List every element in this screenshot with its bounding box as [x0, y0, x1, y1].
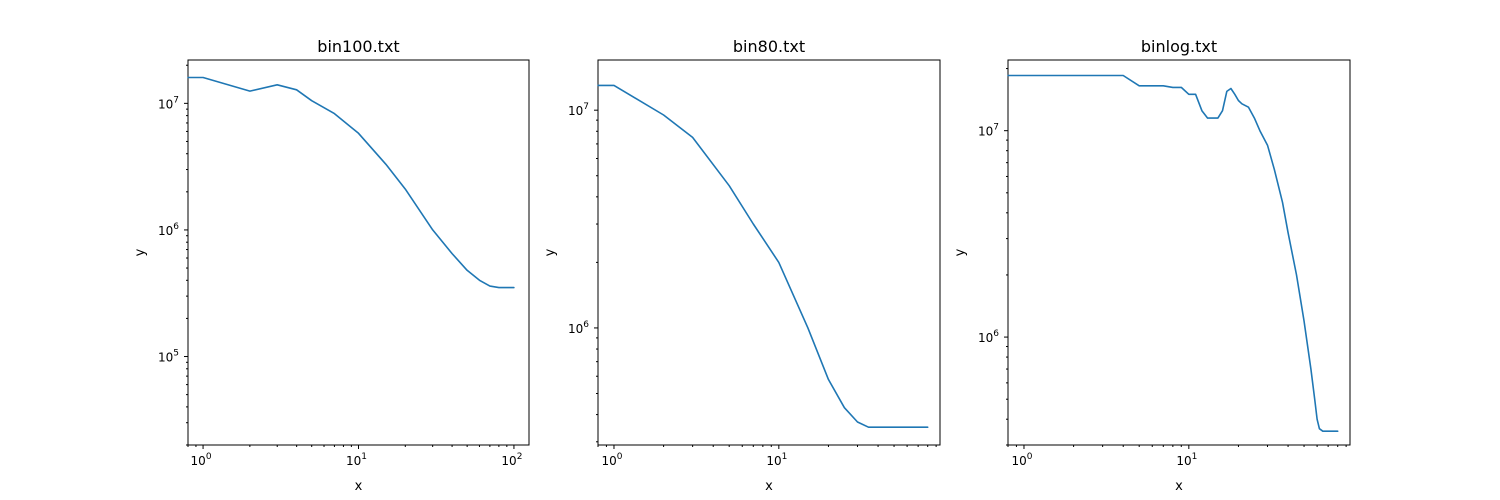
series-line-1 [1007, 74, 1339, 433]
chart-title: bin100.txt [317, 37, 399, 56]
series-line-1 [187, 76, 515, 289]
chart-panel-2: 100 101 106 107 bin80.txt x y [543, 37, 941, 494]
x-tick-label: 100 [191, 452, 212, 468]
x-axis-label: x [355, 479, 363, 494]
y-axis-label: y [953, 248, 968, 256]
chart-title: bin80.txt [733, 37, 805, 56]
x-axis-label: x [1175, 479, 1183, 494]
y-axis-label: y [543, 248, 558, 256]
y-tick-label: 106 [158, 222, 179, 238]
x-tick-label: 102 [501, 452, 522, 468]
y-axis-label: y [133, 248, 148, 256]
y-tick-label: 106 [568, 320, 589, 336]
y-tick-label: 107 [568, 102, 589, 118]
chart-panel-1: 100 101 102 105 106 107 bin100.txt x y [133, 37, 530, 494]
x-tick-label: 101 [1176, 452, 1197, 468]
x-tick-label: 101 [766, 452, 787, 468]
chart-title: binlog.txt [1141, 37, 1217, 56]
x-axis-label: x [765, 479, 773, 494]
x-tick-label: 100 [601, 452, 622, 468]
plot-frame [597, 59, 941, 446]
y-tick-label: 107 [978, 123, 999, 139]
y-tick-label: 106 [978, 329, 999, 345]
y-tick-label: 107 [158, 95, 179, 111]
plot-frame [187, 59, 530, 446]
chart-panel-3: 100 101 106 107 binlog.txt x y [953, 37, 1351, 494]
series-line-1 [597, 84, 929, 429]
y-tick-label: 105 [158, 349, 179, 365]
x-tick-label: 101 [346, 452, 367, 468]
x-tick-label: 100 [1011, 452, 1032, 468]
plot-frame [1007, 59, 1351, 446]
